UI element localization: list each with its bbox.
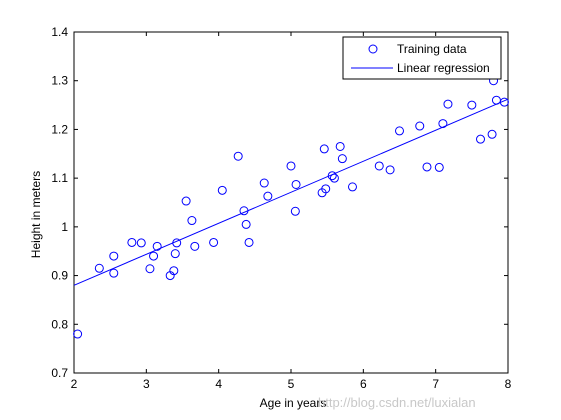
data-point <box>172 238 182 248</box>
data-point <box>233 151 243 161</box>
data-point <box>337 154 347 164</box>
y-tick-label: 1.4 <box>51 25 68 39</box>
data-point <box>187 216 197 226</box>
data-point <box>241 219 251 229</box>
data-point <box>149 251 159 261</box>
data-point <box>127 237 137 247</box>
data-point <box>109 251 119 261</box>
y-tick-label: 0.9 <box>51 269 68 283</box>
y-tick-label: 1.1 <box>51 171 68 185</box>
legend-box <box>342 36 502 80</box>
data-point <box>395 126 404 136</box>
series-layer <box>73 76 509 339</box>
y-tick-label: 0.7 <box>51 366 68 380</box>
data-point <box>467 100 477 110</box>
y-axis-ticks: 0.7 0.8 0.9 1 1.1 1.2 1.3 1.4 <box>51 25 508 380</box>
legend-marker-training-data <box>368 44 378 54</box>
x-axis-label: Age in years <box>260 396 327 410</box>
data-point <box>476 134 486 144</box>
x-tick-label: 2 <box>71 377 78 391</box>
data-point <box>329 173 339 183</box>
plot-area <box>73 31 509 374</box>
data-point <box>321 184 331 194</box>
data-point <box>259 178 269 188</box>
y-tick-label: 1 <box>61 220 68 234</box>
data-point <box>385 165 395 175</box>
x-tick-label: 4 <box>215 377 222 391</box>
x-axis-ticks: 2 3 4 5 6 7 8 <box>71 32 512 391</box>
data-point <box>487 129 497 139</box>
data-point <box>319 144 329 154</box>
regression-line <box>73 98 509 286</box>
data-point <box>263 191 273 201</box>
x-tick-label: 6 <box>360 377 367 391</box>
data-point <box>94 263 104 273</box>
data-point <box>499 97 509 107</box>
data-point <box>170 249 180 259</box>
watermark: http://blog.csdn.net/luxialan <box>318 395 476 410</box>
data-point <box>335 141 345 151</box>
data-point <box>181 196 191 206</box>
data-point <box>209 237 219 247</box>
data-point <box>136 238 146 248</box>
data-point <box>244 237 254 247</box>
y-tick-label: 0.8 <box>51 317 68 331</box>
data-point <box>239 206 249 216</box>
data-point <box>169 266 179 276</box>
data-point <box>347 182 357 192</box>
data-point <box>291 179 301 189</box>
data-point <box>434 162 444 172</box>
data-point <box>438 119 448 129</box>
data-point <box>109 268 119 278</box>
data-point <box>286 161 296 171</box>
legend: Training data Linear regression <box>342 36 502 80</box>
x-tick-label: 8 <box>505 377 512 391</box>
data-point <box>327 171 337 181</box>
legend-label-training-data: Training data <box>397 42 467 56</box>
data-point <box>415 121 425 131</box>
data-point <box>73 329 83 339</box>
x-tick-label: 3 <box>143 377 150 391</box>
y-tick-label: 1.3 <box>51 74 68 88</box>
data-point <box>374 161 384 171</box>
data-point <box>190 241 200 251</box>
x-tick-label: 5 <box>288 377 295 391</box>
data-point <box>290 206 300 216</box>
data-point <box>443 99 453 109</box>
y-axis-label: Height in meters <box>29 171 43 258</box>
data-point <box>145 264 155 274</box>
legend-label-linear-regression: Linear regression <box>397 61 490 75</box>
data-point <box>422 162 432 172</box>
data-point <box>217 185 227 195</box>
data-point <box>152 241 162 251</box>
y-tick-label: 1.2 <box>51 122 68 136</box>
x-tick-label: 7 <box>432 377 439 391</box>
